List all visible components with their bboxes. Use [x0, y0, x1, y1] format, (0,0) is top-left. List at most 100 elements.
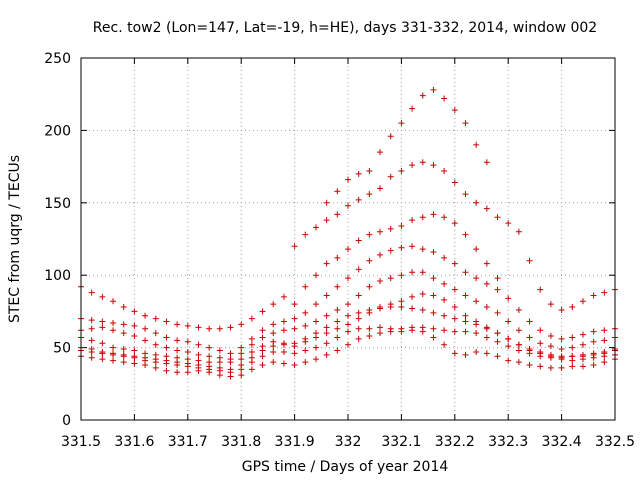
data-point-marker: [483, 159, 490, 166]
data-point-marker: [377, 185, 384, 192]
data-point-marker: [366, 231, 373, 238]
data-point-marker: [163, 334, 170, 341]
data-point-marker: [142, 325, 149, 332]
data-point-marker: [334, 188, 341, 195]
data-point-marker: [131, 353, 138, 360]
data-point-marker: [473, 348, 480, 355]
data-point-marker: [494, 330, 501, 337]
data-point-marker: [312, 272, 319, 279]
x-tick-label: 332.1: [381, 434, 421, 450]
data-point-marker: [430, 275, 437, 282]
data-point-marker: [462, 231, 469, 238]
data-point-marker: [323, 260, 330, 267]
data-point-marker: [302, 231, 309, 238]
data-point-marker: [323, 312, 330, 319]
data-point-marker: [398, 272, 405, 279]
data-point-marker: [184, 338, 191, 345]
data-point-marker: [334, 211, 341, 218]
data-point-marker: [419, 159, 426, 166]
data-point-marker: [131, 360, 138, 367]
data-point-marker: [280, 293, 287, 300]
data-point-marker: [345, 275, 351, 282]
data-point-marker: [302, 347, 309, 354]
x-axis-label: GPS time / Days of year 2014: [242, 459, 449, 475]
data-point-marker: [451, 220, 458, 227]
data-point-marker: [88, 337, 95, 344]
y-tick-label: 0: [62, 413, 71, 429]
data-point-marker: [334, 318, 341, 325]
data-point-marker: [462, 312, 469, 319]
data-point-marker: [505, 357, 512, 364]
data-point-marker: [451, 328, 458, 335]
data-point-marker: [227, 350, 234, 357]
data-point-marker: [483, 260, 490, 267]
data-point-marker: [238, 321, 245, 328]
data-point-marker: [398, 304, 405, 311]
data-point-marker: [387, 247, 394, 254]
data-point-marker: [88, 289, 95, 296]
data-point-marker: [430, 325, 437, 332]
data-point-marker: [152, 341, 159, 348]
data-point-marker: [462, 269, 469, 276]
data-point-marker: [409, 162, 416, 169]
data-point-marker: [184, 360, 191, 367]
data-point-marker: [345, 176, 351, 183]
data-point-marker: [601, 337, 608, 344]
data-point-marker: [377, 324, 384, 331]
data-point-marker: [312, 344, 319, 351]
data-point-marker: [451, 350, 458, 357]
data-point-marker: [323, 351, 330, 358]
data-point-marker: [227, 324, 234, 331]
data-point-marker: [259, 347, 266, 354]
data-point-marker: [355, 196, 362, 203]
data-point-marker: [505, 295, 512, 302]
data-point-marker: [483, 304, 490, 311]
data-point-marker: [259, 308, 266, 315]
data-point-marker: [590, 338, 597, 345]
data-point-marker: [473, 275, 480, 282]
data-point-marker: [366, 306, 373, 313]
data-point-marker: [601, 289, 608, 296]
data-point-marker: [163, 357, 170, 364]
data-point-marker: [238, 350, 245, 357]
x-tick-label: 332.4: [542, 434, 582, 450]
x-tick-label: 331.9: [275, 434, 315, 450]
data-point-marker: [259, 361, 266, 368]
data-point-marker: [334, 347, 341, 354]
data-point-marker: [515, 327, 522, 334]
data-point-marker: [579, 341, 586, 348]
data-point-marker: [430, 309, 437, 316]
data-point-marker: [409, 243, 416, 250]
data-point-marker: [366, 167, 373, 174]
data-point-marker: [120, 359, 127, 366]
data-point-marker: [334, 254, 341, 261]
data-point-marker: [99, 350, 106, 357]
data-point-marker: [120, 304, 127, 311]
data-point-marker: [419, 291, 426, 298]
data-point-marker: [120, 321, 127, 328]
data-point-marker: [409, 293, 416, 300]
data-point-marker: [195, 341, 202, 348]
y-tick-label: 50: [53, 341, 71, 357]
data-point-marker: [515, 228, 522, 235]
data-point-marker: [441, 167, 448, 174]
data-point-marker: [505, 343, 512, 350]
data-point-marker: [312, 301, 319, 308]
data-point-marker: [473, 298, 480, 305]
data-point-marker: [515, 359, 522, 366]
data-point-marker: [569, 304, 576, 311]
data-point-marker: [88, 348, 95, 355]
data-point-marker: [590, 292, 597, 299]
data-point-marker: [323, 199, 330, 206]
data-point-marker: [131, 322, 138, 329]
data-point-marker: [334, 306, 341, 313]
data-point-marker: [110, 344, 117, 351]
data-point-marker: [99, 318, 106, 325]
data-point-marker: [441, 296, 448, 303]
y-tick-label: 150: [44, 196, 71, 212]
data-point-marker: [387, 304, 394, 311]
data-point-marker: [419, 246, 426, 253]
data-point-marker: [184, 369, 191, 376]
data-point-marker: [569, 363, 576, 370]
data-point-marker: [323, 324, 330, 331]
